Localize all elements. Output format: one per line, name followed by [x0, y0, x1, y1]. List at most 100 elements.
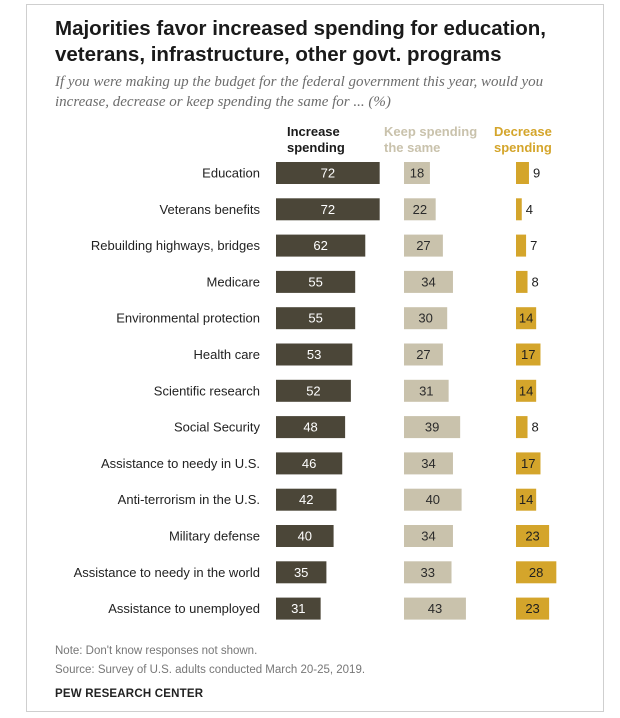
value-label-decrease: 17	[521, 347, 535, 362]
bar-increase	[276, 597, 321, 620]
chart-subtitle: If you were making up the budget for the…	[55, 74, 544, 110]
value-label-increase: 62	[313, 238, 327, 253]
bar-decrease	[516, 452, 541, 475]
bar-increase	[276, 343, 353, 366]
value-label-same: 39	[425, 420, 439, 435]
value-label-decrease: 9	[533, 166, 540, 181]
bar-same	[404, 162, 430, 184]
category-label: Veterans benefits	[160, 202, 261, 217]
bar-increase	[276, 452, 343, 475]
value-label-same: 33	[421, 565, 435, 580]
value-label-increase: 72	[321, 166, 335, 181]
bar-increase	[276, 488, 337, 511]
bar-same	[404, 307, 448, 330]
bar-same	[404, 561, 452, 584]
value-label-increase: 35	[294, 565, 308, 580]
bar-decrease	[516, 234, 527, 257]
bar-decrease	[516, 343, 541, 366]
bar-decrease	[516, 198, 522, 221]
legend-same: Keep spending the same	[384, 124, 478, 155]
value-label-decrease: 14	[519, 311, 533, 326]
bar-increase	[276, 525, 334, 547]
bar-increase	[276, 234, 366, 257]
value-label-increase: 53	[307, 347, 321, 362]
bar-increase	[276, 379, 351, 402]
value-label-same: 34	[421, 456, 435, 471]
value-label-increase: 31	[291, 601, 305, 616]
value-label-increase: 72	[321, 202, 335, 217]
value-label-same: 34	[421, 274, 435, 289]
bar-decrease	[516, 307, 537, 330]
value-label-increase: 55	[308, 311, 322, 326]
category-label: Social Security	[174, 420, 260, 435]
bar-same	[404, 452, 453, 475]
category-label: Assistance to needy in U.S.	[101, 456, 260, 471]
value-label-same: 40	[426, 492, 440, 507]
bar-same	[404, 597, 466, 620]
value-label-same: 27	[416, 347, 430, 362]
bar-increase	[276, 416, 346, 439]
value-label-same: 43	[428, 601, 442, 616]
legend-increase: Increase spending	[287, 124, 345, 155]
value-label-same: 18	[410, 166, 424, 181]
value-label-decrease: 7	[530, 238, 537, 253]
category-label: Anti-terrorism in the U.S.	[118, 492, 260, 507]
bar-same	[404, 379, 449, 402]
bar-decrease	[516, 488, 537, 511]
bar-increase	[276, 198, 380, 221]
bar-decrease	[516, 162, 529, 184]
bar-decrease	[516, 525, 550, 547]
category-label: Assistance to needy in the world	[74, 565, 260, 580]
value-label-decrease: 8	[532, 274, 539, 289]
value-label-decrease: 14	[519, 383, 533, 398]
value-label-same: 30	[418, 311, 432, 326]
value-label-increase: 42	[299, 492, 313, 507]
bar-increase	[276, 561, 327, 584]
bar-same	[404, 270, 453, 293]
chart-source: Source: Survey of U.S. adults conducted …	[55, 664, 366, 676]
value-label-decrease: 4	[526, 202, 533, 217]
legend-decrease: Decrease spending	[494, 124, 552, 155]
bar-increase	[276, 270, 356, 293]
value-label-increase: 46	[302, 456, 316, 471]
value-label-same: 22	[413, 202, 427, 217]
bar-same	[404, 525, 453, 547]
bar-decrease	[516, 597, 550, 620]
brand-logo-text: PEW RESEARCH CENTER	[55, 688, 204, 700]
chart-note: Note: Don't know responses not shown.	[55, 645, 258, 657]
bar-decrease	[516, 379, 537, 402]
category-label: Health care	[194, 347, 260, 362]
chart-title: Majorities favor increased spending for …	[55, 17, 546, 66]
bar-increase	[276, 307, 356, 330]
bar-same	[404, 234, 443, 257]
bar-same	[404, 343, 443, 366]
category-label: Environmental protection	[116, 311, 260, 326]
bar-decrease	[516, 270, 528, 293]
value-label-increase: 48	[303, 420, 317, 435]
value-label-decrease: 14	[519, 492, 533, 507]
category-label: Education	[202, 166, 260, 181]
value-label-same: 31	[419, 383, 433, 398]
category-label: Military defense	[169, 529, 260, 544]
value-label-decrease: 17	[521, 456, 535, 471]
category-label: Rebuilding highways, bridges	[91, 238, 261, 253]
bar-same	[404, 198, 436, 221]
value-label-increase: 52	[306, 383, 320, 398]
value-label-decrease: 23	[525, 529, 539, 544]
value-label-increase: 40	[298, 529, 312, 544]
bar-same	[404, 416, 461, 439]
value-label-decrease: 8	[532, 420, 539, 435]
category-label: Scientific research	[154, 383, 260, 398]
category-label: Assistance to unemployed	[108, 601, 260, 616]
value-label-increase: 55	[308, 274, 322, 289]
value-label-same: 34	[421, 529, 435, 544]
bar-increase	[276, 162, 380, 184]
value-label-decrease: 23	[525, 601, 539, 616]
category-label: Medicare	[207, 274, 260, 289]
bar-same	[404, 488, 462, 511]
bar-decrease	[516, 416, 528, 439]
value-label-same: 27	[416, 238, 430, 253]
bar-decrease	[516, 561, 557, 584]
value-label-decrease: 28	[529, 565, 543, 580]
